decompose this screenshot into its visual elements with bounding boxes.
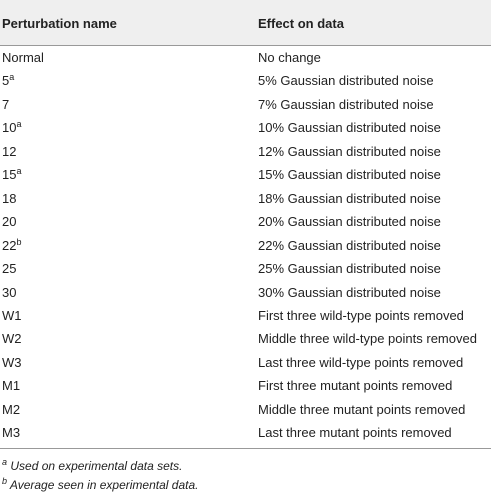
footnote-mark: b	[2, 476, 8, 486]
footnote-text: Average seen in experimental data.	[9, 478, 199, 492]
table-header: Perturbation name Effect on data	[0, 0, 491, 46]
name-text: M3	[2, 425, 21, 441]
footnote-mark: a	[2, 457, 8, 467]
name-cell: 15a	[2, 167, 21, 183]
name-cell: 20	[2, 214, 16, 230]
name-cell: 30	[2, 285, 16, 301]
footnote-mark: a	[9, 72, 15, 83]
name-text: 22	[2, 237, 17, 253]
effect-cell: 15% Gaussian distributed noise	[258, 167, 441, 183]
name-cell: 25	[2, 261, 16, 277]
footnote-mark: b	[16, 236, 22, 247]
name-text: 12	[2, 143, 17, 159]
effect-cell: 12% Gaussian distributed noise	[258, 143, 441, 159]
name-text: 10	[2, 120, 17, 136]
footnote-mark: a	[16, 119, 22, 130]
effect-cell: 10% Gaussian distributed noise	[258, 120, 441, 136]
name-text: W1	[2, 307, 22, 323]
name-cell: W1	[2, 308, 22, 324]
footnote: a Used on experimental data sets.	[2, 457, 183, 474]
effect-cell: First three mutant points removed	[258, 378, 453, 394]
name-text: W3	[2, 354, 22, 370]
footnote-mark: a	[16, 166, 22, 177]
name-cell: W2	[2, 331, 22, 347]
bottom-rule	[0, 448, 491, 449]
name-text: Normal	[2, 50, 44, 65]
effect-cell: 30% Gaussian distributed noise	[258, 284, 441, 300]
effect-cell: 20% Gaussian distributed noise	[258, 214, 441, 230]
footnote-text: Used on experimental data sets.	[10, 459, 183, 473]
effect-cell: Middle three mutant points removed	[258, 401, 466, 417]
name-cell: 12	[2, 144, 16, 160]
effect-cell: 25% Gaussian distributed noise	[258, 261, 441, 277]
header-cell: Effect on data	[258, 16, 344, 31]
name-cell: W3	[2, 355, 22, 371]
name-text: 15	[2, 167, 17, 183]
name-text: M1	[2, 378, 21, 394]
effect-cell: 22% Gaussian distributed noise	[258, 237, 441, 253]
name-cell: 5a	[2, 73, 14, 89]
name-cell: 10a	[2, 120, 21, 136]
name-cell: M2	[2, 402, 20, 418]
name-cell: 18	[2, 191, 16, 207]
name-text: 25	[2, 261, 17, 277]
name-text: W2	[2, 331, 22, 347]
name-cell: M3	[2, 425, 20, 441]
effect-cell: 7% Gaussian distributed noise	[258, 96, 434, 112]
effect-cell: 5% Gaussian distributed noise	[258, 73, 434, 89]
name-text: 5	[2, 73, 10, 89]
effect-cell: Middle three wild-type points removed	[258, 331, 477, 347]
name-cell: 22b	[2, 236, 22, 254]
effect-cell: Last three mutant points removed	[258, 425, 452, 441]
footnote: b Average seen in experimental data.	[2, 476, 199, 492]
effect-cell: First three wild-type points removed	[258, 307, 464, 323]
effect-cell: No change	[258, 50, 321, 65]
name-text: 18	[2, 190, 17, 206]
name-text: M2	[2, 401, 21, 417]
name-text: 7	[2, 96, 10, 112]
header-cell: Perturbation name	[2, 16, 117, 31]
effect-cell: Last three wild-type points removed	[258, 354, 464, 370]
name-cell: M1	[2, 378, 20, 394]
name-cell: 7	[2, 97, 9, 113]
name-text: 20	[2, 214, 17, 230]
name-text: 30	[2, 284, 17, 300]
name-cell: Normal	[2, 50, 44, 66]
effect-cell: 18% Gaussian distributed noise	[258, 190, 441, 206]
